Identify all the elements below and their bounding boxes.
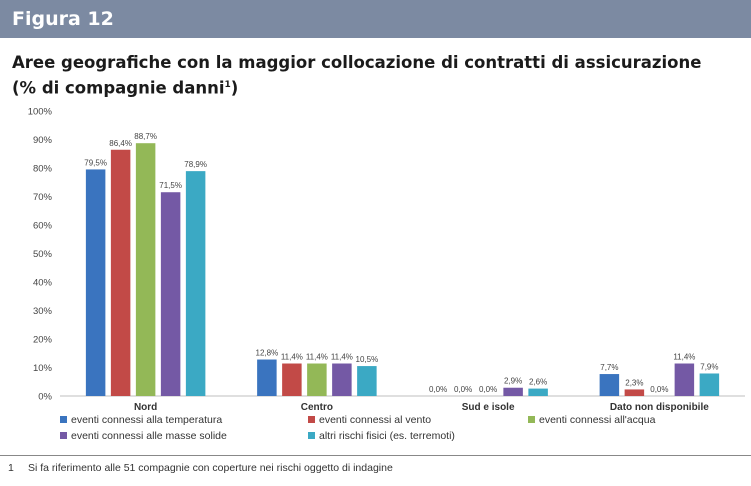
y-tick-label: 60%: [33, 221, 53, 232]
data-label: 78,9%: [184, 160, 207, 169]
legend-item: eventi connessi all'acqua: [528, 414, 655, 426]
bar: [624, 389, 645, 396]
bar: [357, 366, 377, 396]
category-label: Centro: [301, 402, 333, 413]
data-label: 2,9%: [504, 377, 522, 386]
y-tick-label: 20%: [33, 335, 53, 346]
category-label: Dato non disponibile: [610, 402, 709, 413]
y-tick-label: 30%: [33, 306, 53, 317]
bar: [110, 149, 131, 396]
data-label: 2,3%: [625, 378, 643, 387]
footnote-ref: 1: [224, 80, 231, 90]
bar: [257, 359, 277, 396]
bar: [185, 171, 206, 396]
legend-item: eventi connessi alle masse solide: [60, 430, 227, 442]
y-tick-label: 50%: [33, 249, 53, 260]
y-tick-label: 90%: [33, 135, 53, 146]
data-label: 7,7%: [600, 363, 618, 372]
legend-swatch: [60, 432, 67, 439]
category-label: Nord: [134, 402, 157, 413]
y-tick-label: 100%: [28, 107, 53, 118]
data-label: 11,4%: [331, 353, 353, 362]
data-label: 0,0%: [479, 385, 497, 394]
bar: [599, 374, 620, 396]
bar: [135, 143, 156, 396]
data-label: 11,4%: [281, 353, 303, 362]
data-label: 10,5%: [356, 355, 379, 364]
y-tick-label: 40%: [33, 278, 53, 289]
bar: [85, 169, 106, 396]
legend-label: eventi connessi al vento: [319, 414, 432, 426]
y-tick-label: 0%: [38, 392, 52, 403]
legend-swatch: [528, 416, 535, 423]
category-label: Sud e isole: [462, 402, 515, 413]
data-label: 0,0%: [429, 385, 447, 394]
footnote-number: 1: [8, 462, 14, 474]
legend-item: eventi connessi al vento: [308, 414, 431, 426]
data-label: 11,4%: [673, 353, 695, 362]
chart-title-line2-end: ): [230, 78, 239, 98]
bar: [160, 192, 181, 396]
chart-title: Aree geografiche con la maggior collocaz…: [12, 52, 742, 100]
footnote: 1 Si fa riferimento alle 51 compagnie co…: [0, 455, 751, 486]
data-label: 12,8%: [256, 349, 279, 358]
figure-number: Figura 12: [12, 8, 114, 30]
chart-title-line1: Aree geografiche con la maggior collocaz…: [12, 53, 702, 72]
legend-label: eventi connessi alle masse solide: [71, 430, 227, 442]
chart-title-line2: (% di compagnie danni: [12, 78, 225, 98]
bar: [503, 387, 523, 396]
bar: [282, 363, 302, 396]
data-label: 86,4%: [109, 139, 132, 148]
legend-item: eventi connessi alla temperatura: [60, 414, 222, 426]
legend-swatch: [308, 416, 315, 423]
legend-label: eventi connessi alla temperatura: [71, 414, 223, 426]
y-tick-label: 70%: [33, 192, 53, 203]
footnote-text: Si fa riferimento alle 51 compagnie con …: [28, 462, 393, 474]
legend-item: altri rischi fisici (es. terremoti): [308, 430, 455, 442]
legend-swatch: [60, 416, 67, 423]
legend-swatch: [308, 432, 315, 439]
data-label: 79,5%: [84, 158, 107, 167]
bar: [674, 363, 695, 396]
bar: [307, 363, 327, 396]
data-label: 2,6%: [529, 378, 547, 387]
bar: [332, 363, 352, 396]
figure-header-bar: Figura 12: [0, 0, 751, 38]
y-tick-label: 80%: [33, 164, 53, 175]
data-label: 0,0%: [650, 385, 668, 394]
data-label: 71,5%: [159, 181, 182, 190]
data-label: 88,7%: [134, 132, 157, 141]
bar: [528, 388, 548, 396]
data-label: 7,9%: [700, 362, 718, 371]
legend-label: eventi connessi all'acqua: [539, 414, 656, 426]
y-tick-label: 10%: [33, 363, 53, 374]
legend-label: altri rischi fisici (es. terremoti): [319, 430, 455, 442]
data-label: 0,0%: [454, 385, 472, 394]
data-label: 11,4%: [306, 353, 328, 362]
bar: [699, 373, 720, 396]
